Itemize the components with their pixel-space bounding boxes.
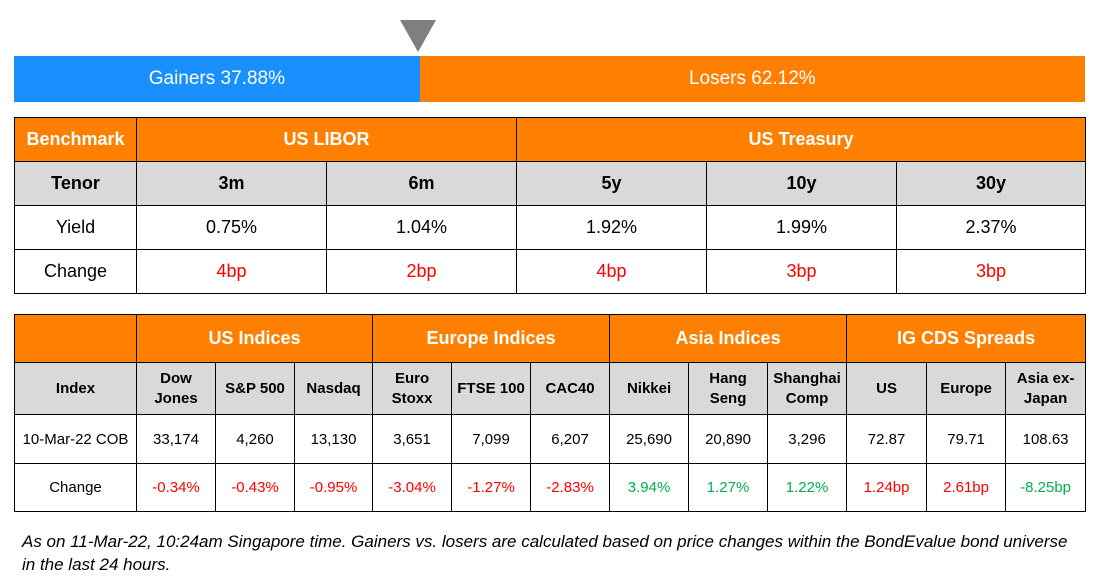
index-value-cell: 3,651 xyxy=(372,414,453,464)
index-change-cell: -0.43% xyxy=(215,463,295,512)
footnote: As on 11-Mar-22, 10:24am Singapore time.… xyxy=(22,532,1068,574)
index-name-line: Asia ex- xyxy=(1016,369,1075,387)
index-name-cell: Nasdaq xyxy=(293,362,374,415)
index-name-cell: FTSE 100 xyxy=(451,362,532,415)
index-name-line: Seng xyxy=(709,389,747,407)
gainers-label: Gainers 37.88% xyxy=(148,68,285,89)
gainers-losers-bar: Gainers 37.88% Losers 62.12% xyxy=(14,56,1085,102)
indices-table: US Indices Europe Indices Asia Indices IG C… xyxy=(14,314,1087,512)
index-change-cell: -0.34% xyxy=(136,463,216,512)
index-name-cell: Hang Seng xyxy=(688,362,769,415)
index-change-cell: -2.83% xyxy=(530,463,611,512)
rates-change-cell: 3bp xyxy=(706,249,898,294)
us-treasury-header: US Treasury xyxy=(516,117,1087,162)
tenor-cell: 10y xyxy=(706,161,898,206)
yield-label: Yield xyxy=(14,205,137,250)
yield-cell: 1.04% xyxy=(325,205,518,250)
index-value-cell: 3,296 xyxy=(767,414,848,464)
index-change-row: Change -0.34% -0.43% -0.95% -3.04% -1.27% -2.… xyxy=(14,463,1087,512)
index-name-line: US xyxy=(876,379,897,397)
index-change-label: Change xyxy=(14,463,137,512)
index-value-cell: 72.87 xyxy=(846,414,928,464)
index-value-cell: 79.71 xyxy=(926,414,1007,464)
index-name-line: Comp xyxy=(785,389,829,407)
index-value-cell: 25,690 xyxy=(609,414,690,464)
index-name-line: Nikkei xyxy=(626,379,672,397)
rates-change-cell: 3bp xyxy=(896,249,1087,294)
index-name-cell: Euro Stoxx xyxy=(372,362,453,415)
rates-change-cell: 4bp xyxy=(136,249,327,294)
index-label: Index xyxy=(14,362,137,415)
index-name-cell: Shanghai Comp xyxy=(767,362,848,415)
gainers-segment: Gainers 37.88% xyxy=(14,56,420,102)
index-change-cell: 3.94% xyxy=(609,463,690,512)
index-name-line: S&P 500 xyxy=(225,379,285,397)
index-value-row: 10-Mar-22 COB 33,174 4,260 13,130 3,651 7,09… xyxy=(14,414,1087,464)
tenor-label: Tenor xyxy=(14,161,137,206)
index-name-cell: Dow Jones xyxy=(136,362,216,415)
index-value-cell: 4,260 xyxy=(215,414,295,464)
index-name-cell: US xyxy=(846,362,928,415)
index-name-line: Hang xyxy=(709,369,747,387)
index-change-cell: -1.27% xyxy=(451,463,532,512)
index-name-cell: Asia ex- Japan xyxy=(1005,362,1087,415)
yield-cell: 0.75% xyxy=(136,205,327,250)
group-header-row: US Indices Europe Indices Asia Indices IG C… xyxy=(14,314,1087,363)
yield-cell: 1.92% xyxy=(516,205,708,250)
index-name-cell: Nikkei xyxy=(609,362,690,415)
rates-change-row: Change 4bp 2bp 4bp 3bp 3bp xyxy=(14,249,1087,294)
index-value-cell: 6,207 xyxy=(530,414,611,464)
losers-label: Losers 62.12% xyxy=(688,68,816,89)
yield-cell: 1.99% xyxy=(706,205,898,250)
group-header: Europe Indices xyxy=(372,314,611,363)
tenor-cell: 30y xyxy=(896,161,1087,206)
index-name-line: Stoxx xyxy=(391,389,433,407)
group-header: IG CDS Spreads xyxy=(846,314,1087,363)
index-name-line: Jones xyxy=(154,389,198,407)
index-change-cell: 2.61bp xyxy=(926,463,1007,512)
losers-segment: Losers 62.12% xyxy=(419,56,1085,102)
index-change-cell: -8.25bp xyxy=(1005,463,1087,512)
index-value-cell: 13,130 xyxy=(293,414,374,464)
rates-change-label: Change xyxy=(14,249,137,294)
index-change-cell: 1.24bp xyxy=(846,463,928,512)
index-change-cell: 1.22% xyxy=(767,463,848,512)
index-name-row: Index Dow Jones S&P 500 Nasdaq Euro Stoxx FTSE… xyxy=(14,362,1087,415)
group-header: US Indices xyxy=(135,314,374,363)
index-name-line: Europe xyxy=(940,379,992,397)
index-name-line: FTSE 100 xyxy=(457,379,525,397)
index-name-cell: CAC40 xyxy=(530,362,611,415)
tenor-cell: 6m xyxy=(325,161,518,206)
rates-change-cell: 4bp xyxy=(516,249,708,294)
tenor-cell: 3m xyxy=(136,161,327,206)
date-label: 10-Mar-22 COB xyxy=(14,414,137,464)
index-value-cell: 108.63 xyxy=(1005,414,1087,464)
index-change-cell: 1.27% xyxy=(688,463,769,512)
group-header: Asia Indices xyxy=(609,314,848,363)
index-name-line: Nasdaq xyxy=(306,379,361,397)
index-name-line: Shanghai xyxy=(773,369,841,387)
tenor-row: Tenor 3m 6m 5y 10y 30y xyxy=(14,161,1087,206)
index-name-cell: S&P 500 xyxy=(215,362,295,415)
triangle-down-icon xyxy=(400,20,436,52)
tenor-cell: 5y xyxy=(516,161,708,206)
yield-cell: 2.37% xyxy=(896,205,1087,250)
index-change-cell: -0.95% xyxy=(293,463,374,512)
index-name-line: Japan xyxy=(1023,389,1068,407)
index-value-cell: 7,099 xyxy=(451,414,532,464)
us-libor-header: US LIBOR xyxy=(135,117,518,162)
corner-cell xyxy=(14,314,137,363)
rates-change-cell: 2bp xyxy=(325,249,518,294)
benchmark-header: Benchmark xyxy=(14,117,137,162)
yield-row: Yield 0.75% 1.04% 1.92% 1.99% 2.37% xyxy=(14,205,1087,250)
index-name-line: Dow xyxy=(160,369,192,387)
index-name-line: CAC40 xyxy=(545,379,595,397)
index-name-line: Euro xyxy=(394,369,430,387)
rates-table: Benchmark US LIBOR US Treasury Tenor 3m 6… xyxy=(14,117,1087,294)
index-value-cell: 20,890 xyxy=(688,414,769,464)
index-change-cell: -3.04% xyxy=(372,463,453,512)
index-value-cell: 33,174 xyxy=(136,414,216,464)
index-name-cell: Europe xyxy=(926,362,1007,415)
